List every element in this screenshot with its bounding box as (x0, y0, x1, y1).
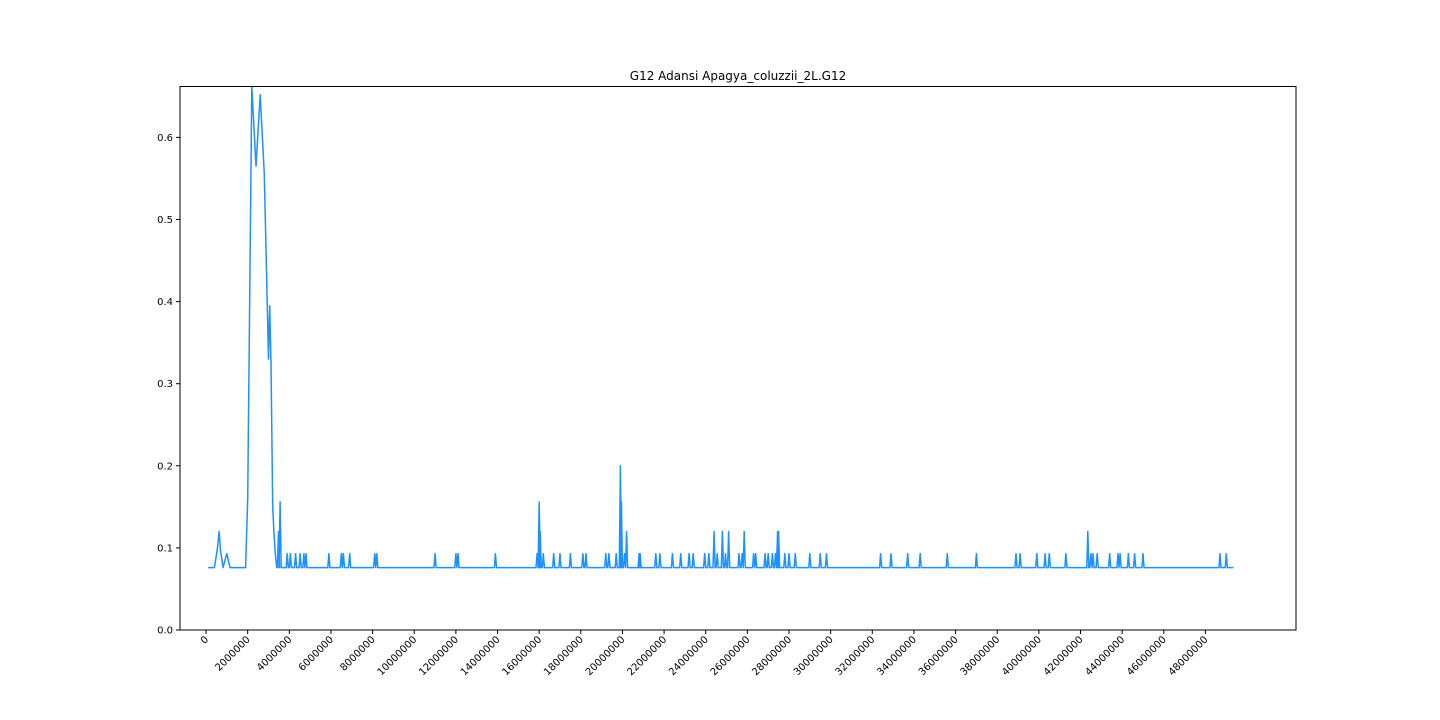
x-tick-label: 44000000 (1083, 634, 1127, 678)
y-tick-label: 0.4 (157, 297, 173, 308)
x-tick-label: 32000000 (834, 634, 878, 678)
x-tick-label: 8000000 (338, 634, 377, 673)
x-tick-label: 4000000 (255, 634, 294, 673)
x-tick-label: 20000000 (584, 634, 628, 678)
chart-title: G12 Adansi Apagya_coluzzii_2L.G12 (630, 69, 846, 83)
x-tick-label: 12000000 (417, 634, 461, 678)
x-tick-label: 46000000 (1125, 634, 1169, 678)
y-tick-label: 0.1 (157, 543, 173, 554)
x-tick-label: 22000000 (625, 634, 669, 678)
series-line (208, 85, 1234, 569)
y-tick-label: 0.5 (157, 215, 173, 226)
y-tick-label: 0.2 (157, 461, 173, 472)
x-tick-label: 28000000 (750, 634, 794, 678)
x-tick-label: 42000000 (1042, 634, 1086, 678)
x-tick-label: 10000000 (376, 634, 420, 678)
x-tick-label: 34000000 (875, 634, 919, 678)
x-tick-label: 0 (199, 634, 211, 646)
x-axis: 0 2000000 4000000 6000000 800000010000000120… (199, 630, 1211, 678)
y-tick-label: 0.3 (157, 379, 173, 390)
y-axis: 0.0 0.1 0.2 0.3 0.4 0.5 0.6 (157, 133, 180, 637)
x-tick-label: 30000000 (792, 634, 836, 678)
x-tick-label: 48000000 (1167, 634, 1211, 678)
x-tick-label: 38000000 (959, 634, 1003, 678)
y-tick-label: 0.0 (157, 626, 173, 637)
x-tick-label: 26000000 (709, 634, 753, 678)
x-tick-label: 18000000 (542, 634, 586, 678)
y-tick-label: 0.6 (157, 133, 173, 144)
x-tick-label: 24000000 (667, 634, 711, 678)
x-tick-label: 2000000 (214, 634, 253, 673)
x-tick-label: 6000000 (297, 634, 336, 673)
x-tick-label: 16000000 (501, 634, 545, 678)
x-tick-label: 36000000 (917, 634, 961, 678)
plot-area (208, 85, 1234, 569)
axes-frame (179, 86, 1297, 631)
x-tick-label: 40000000 (1000, 634, 1044, 678)
x-tick-label: 14000000 (459, 634, 503, 678)
